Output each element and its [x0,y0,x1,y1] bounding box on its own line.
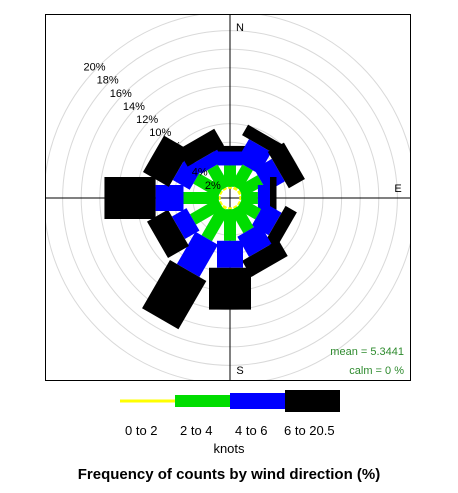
bar-0-bin-0 [228,186,232,189]
direction-label-e: E [394,183,401,195]
bar-210-bin-1 [201,205,230,242]
bar-210-bin-3 [142,259,207,330]
direction-group-210 [142,205,230,330]
bar-270-bin-1 [183,192,219,204]
radial-tick-label-10: 20% [83,61,105,73]
bar-150-bin-0 [232,205,238,209]
bar-30-bin-3 [242,124,285,157]
legend-svg [120,390,340,412]
direction-group-300 [142,135,224,198]
radial-tick-label-5: 10% [149,127,171,139]
bar-240-bin-0 [219,200,223,206]
bar-60-bin-2 [254,158,285,192]
bar-300-bin-3 [142,135,190,187]
bar-150-bin-1 [230,204,254,234]
bar-180-bin-2 [217,240,243,268]
bar-30-bin-0 [232,186,238,191]
radial-tick-label-1: 2% [205,180,221,192]
bar-60-bin-3 [267,142,305,189]
wind-rose-plot-panel: 2% 4% 6% 8% 10% 12% 14% 16% 18% 20% N E S mean = 5.3… [45,14,411,381]
bar-90-bin-0 [239,196,242,200]
legend-swatch-3 [285,390,340,412]
bar-60-bin-0 [237,190,242,196]
direction-group-270 [104,177,221,219]
legend-label-2-4: 2 to 4 [180,423,213,438]
bar-120-bin-0 [237,200,241,206]
bar-330-bin-3 [177,128,225,167]
bar-300-bin-2 [172,157,203,190]
direction-group-180 [209,207,251,310]
bar-270-bin-0 [218,196,221,200]
calm-stat-label: calm = 0 % [349,365,404,377]
radial-tick-label-3: 6% [179,154,195,166]
bar-0-bin-2 [217,151,243,166]
direction-group-150 [230,204,288,277]
legend-swatch-2 [230,393,285,409]
bar-180-bin-0 [228,207,232,210]
bar-270-bin-3 [104,177,156,219]
direction-label-s: S [236,365,243,377]
bar-60-bin-1 [237,175,264,198]
direction-label-n: N [236,22,244,34]
bar-180-bin-1 [224,209,236,241]
direction-group-330 [177,128,230,192]
bar-180-bin-3 [209,267,251,310]
mean-stat-label: mean = 5.3441 [330,346,404,358]
legend-units-label: knots [213,441,245,456]
direction-group-240 [147,198,224,259]
bar-270-bin-2 [155,185,184,211]
legend-label-4-6: 4 to 6 [235,423,268,438]
radial-tick-label-8: 16% [110,88,132,100]
bar-240-bin-1 [189,198,224,225]
bar-30-bin-1 [230,164,253,191]
bar-210-bin-0 [222,205,228,210]
bar-240-bin-2 [171,208,200,240]
radial-tick-label-4: 8% [165,140,181,152]
bar-120-bin-1 [236,198,262,220]
bar-150-bin-2 [237,223,272,257]
legend-swatch-1 [175,395,230,407]
bar-330-bin-2 [194,149,224,174]
radial-tick-label-9: 18% [97,75,119,87]
bar-240-bin-3 [147,209,189,259]
bar-0-bin-3 [209,145,251,152]
chart-title: Frequency of counts by wind direction (%… [77,466,381,483]
bar-300-bin-0 [219,190,223,196]
wind-rose-svg: 2%4%6% 8%10%12%14%16%18% 20% N E S [46,15,410,380]
legend-swatch-0 [120,399,175,403]
legend: 0 to 2 2 to 4 4 to 6 6 to 20.5 knots [0,388,458,458]
bar-120-bin-3 [264,205,297,249]
legend-label-6-20: 6 to 20.5 [284,423,335,438]
bar-300-bin-1 [193,173,224,198]
radial-tick-label-6: 12% [136,114,158,126]
radial-tick-label-2: 4% [192,167,208,179]
bar-210-bin-2 [176,231,219,277]
radial-tick-label-7: 14% [123,101,145,113]
direction-group-60 [237,142,305,198]
bar-150-bin-3 [242,239,288,277]
bar-330-bin-1 [207,164,230,192]
bar-330-bin-0 [222,187,228,191]
legend-label-0-2: 0 to 2 [125,423,158,438]
